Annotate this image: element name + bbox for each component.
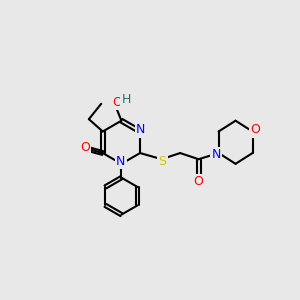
Text: N: N — [212, 148, 221, 161]
Text: N: N — [116, 155, 125, 168]
Text: H: H — [121, 93, 131, 106]
Text: O: O — [194, 175, 203, 188]
Text: O: O — [80, 141, 90, 154]
Text: O: O — [112, 96, 122, 109]
Text: S: S — [158, 155, 166, 168]
Text: N: N — [136, 123, 146, 136]
Text: O: O — [250, 123, 260, 136]
